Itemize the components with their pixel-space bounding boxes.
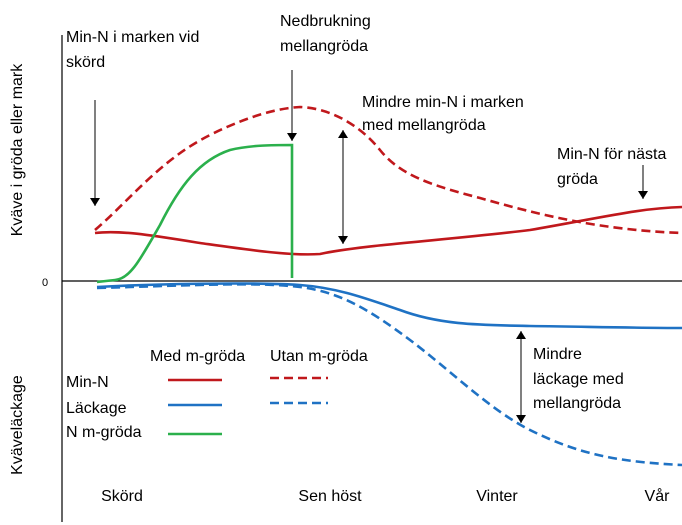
leaching-with-curve (96, 282, 682, 330)
annotation: Min-N för nästa (557, 146, 666, 163)
y-lower-label: Kväveläckage (9, 375, 26, 475)
legend-row: Min-N (66, 374, 109, 391)
annotation: skörd (66, 54, 105, 71)
legend-row: N m-gröda (66, 424, 142, 441)
annotation: läckage med (533, 371, 624, 388)
legend-column: Med m-gröda (150, 348, 245, 365)
annotation: Mindre min-N i marken (362, 94, 524, 111)
n-catch-crop-curve (96, 143, 294, 284)
annotation: mellangröda (533, 395, 621, 412)
min-n-without-curve (94, 105, 682, 235)
annotation: Min-N i marken vid (66, 29, 199, 46)
annotation: Nedbrukning (280, 13, 371, 30)
annotation: Mindre (533, 346, 582, 363)
y-upper-label: Kväve i gröda eller mark (9, 63, 26, 237)
legend-row: Läckage (66, 400, 127, 417)
annotation: gröda (557, 171, 598, 188)
leaching-without-curve (96, 283, 682, 467)
min-n-with-curve (94, 205, 682, 256)
annotation: mellangröda (280, 38, 368, 55)
zero-label: 0 (42, 277, 48, 289)
x-label: Sen höst (298, 488, 362, 505)
x-label: Vinter (476, 488, 518, 505)
legend-column: Utan m-gröda (270, 348, 368, 365)
annotation: med mellangröda (362, 117, 486, 134)
x-label: Skörd (101, 488, 143, 505)
x-label: Vår (645, 487, 671, 505)
